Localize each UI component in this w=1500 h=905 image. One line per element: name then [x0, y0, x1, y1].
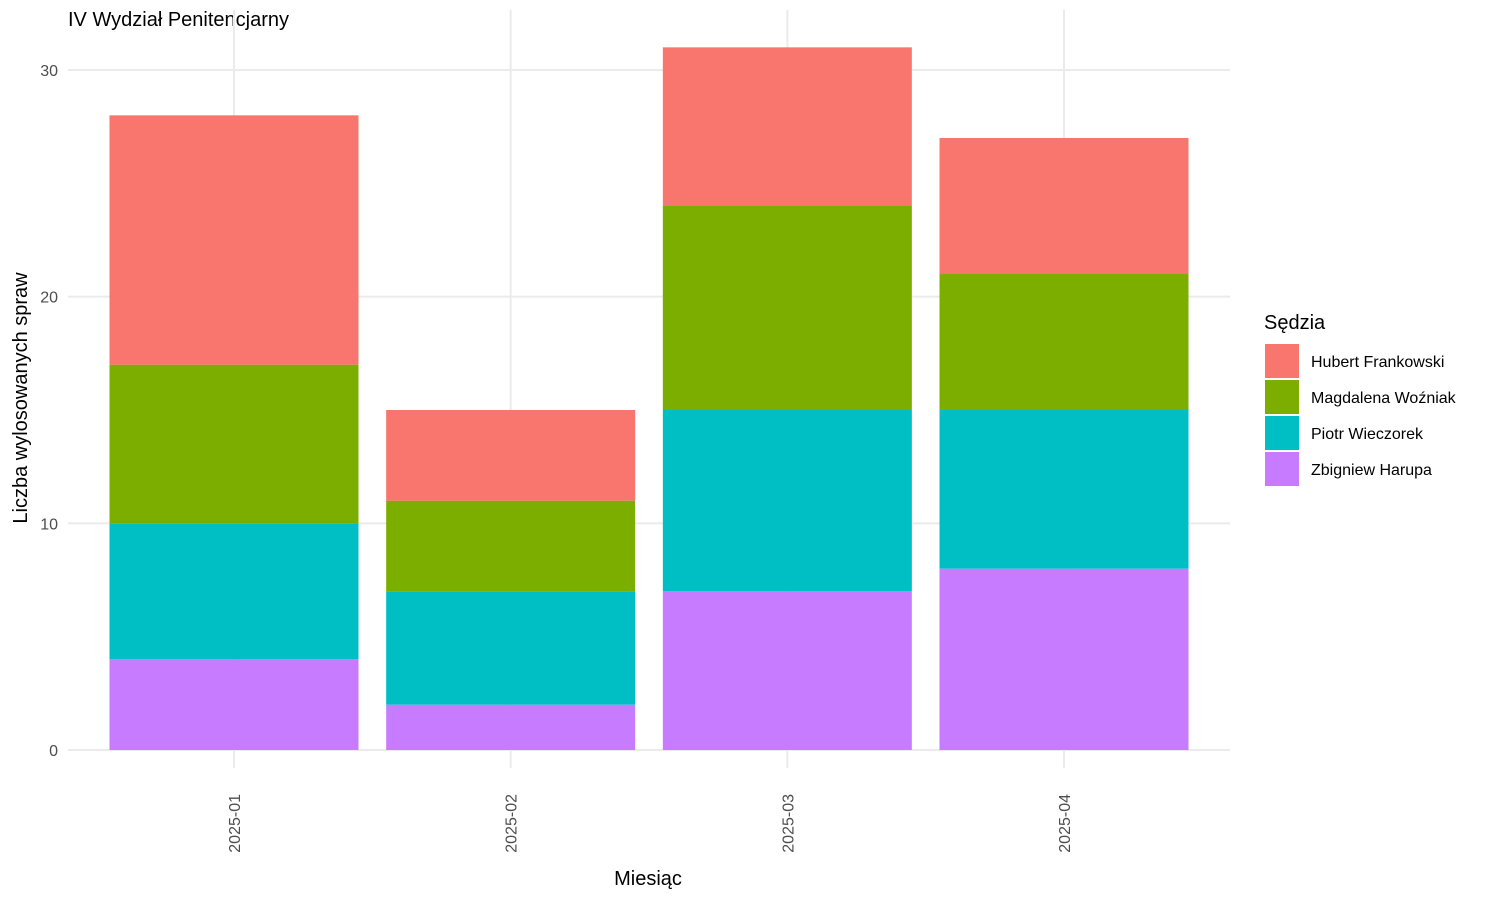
- bar-segment: [662, 410, 912, 592]
- bar-segment: [109, 115, 359, 365]
- y-tick-label: 10: [40, 516, 58, 533]
- bar-segment: [109, 523, 359, 660]
- bar-segment: [386, 704, 636, 750]
- legend-title: Sędzia: [1264, 312, 1326, 334]
- bar-segment: [939, 410, 1189, 569]
- bar-segment: [939, 568, 1189, 750]
- x-tick-label: 2025-01: [227, 794, 244, 853]
- bar-segment: [386, 591, 636, 705]
- bar-segment: [386, 410, 636, 501]
- bar-segment: [939, 138, 1189, 274]
- bar-segment: [662, 47, 912, 207]
- bar-segment: [109, 659, 359, 750]
- legend-label: Hubert Frankowski: [1311, 354, 1444, 371]
- x-tick-label: 2025-04: [1057, 794, 1074, 853]
- legend-swatch: [1265, 416, 1299, 450]
- legend: Sędzia Hubert Frankowski Magdalena Woźnia…: [1264, 312, 1457, 486]
- x-axis-ticks: 2025-01 2025-02 2025-03 2025-04: [227, 794, 1074, 853]
- legend-items: Hubert Frankowski Magdalena Woźniak Piotr …: [1265, 344, 1457, 486]
- y-tick-label: 30: [40, 63, 58, 80]
- bar-segment: [386, 500, 636, 592]
- bar-segment: [662, 206, 912, 410]
- legend-swatch: [1265, 452, 1299, 486]
- x-tick-label: 2025-02: [504, 794, 521, 853]
- legend-label: Zbigniew Harupa: [1311, 462, 1432, 479]
- legend-swatch: [1265, 344, 1299, 378]
- bar-segment: [939, 274, 1189, 410]
- legend-label: Magdalena Woźniak: [1311, 390, 1457, 407]
- bar-segment: [662, 591, 912, 750]
- y-tick-label: 0: [49, 743, 58, 760]
- legend-swatch: [1265, 380, 1299, 414]
- bars-layer: [109, 47, 1189, 750]
- chart-title: IV Wydział Penitencjarny: [68, 9, 289, 31]
- legend-label: Piotr Wieczorek: [1311, 426, 1424, 443]
- y-axis-title: Liczba wylosowanych spraw: [10, 272, 32, 524]
- x-axis-title: Miesiąc: [614, 868, 682, 890]
- bar-segment: [109, 364, 359, 524]
- y-tick-label: 20: [40, 290, 58, 307]
- x-tick-label: 2025-03: [780, 794, 797, 853]
- y-axis-ticks: 0 10 20 30: [40, 63, 58, 760]
